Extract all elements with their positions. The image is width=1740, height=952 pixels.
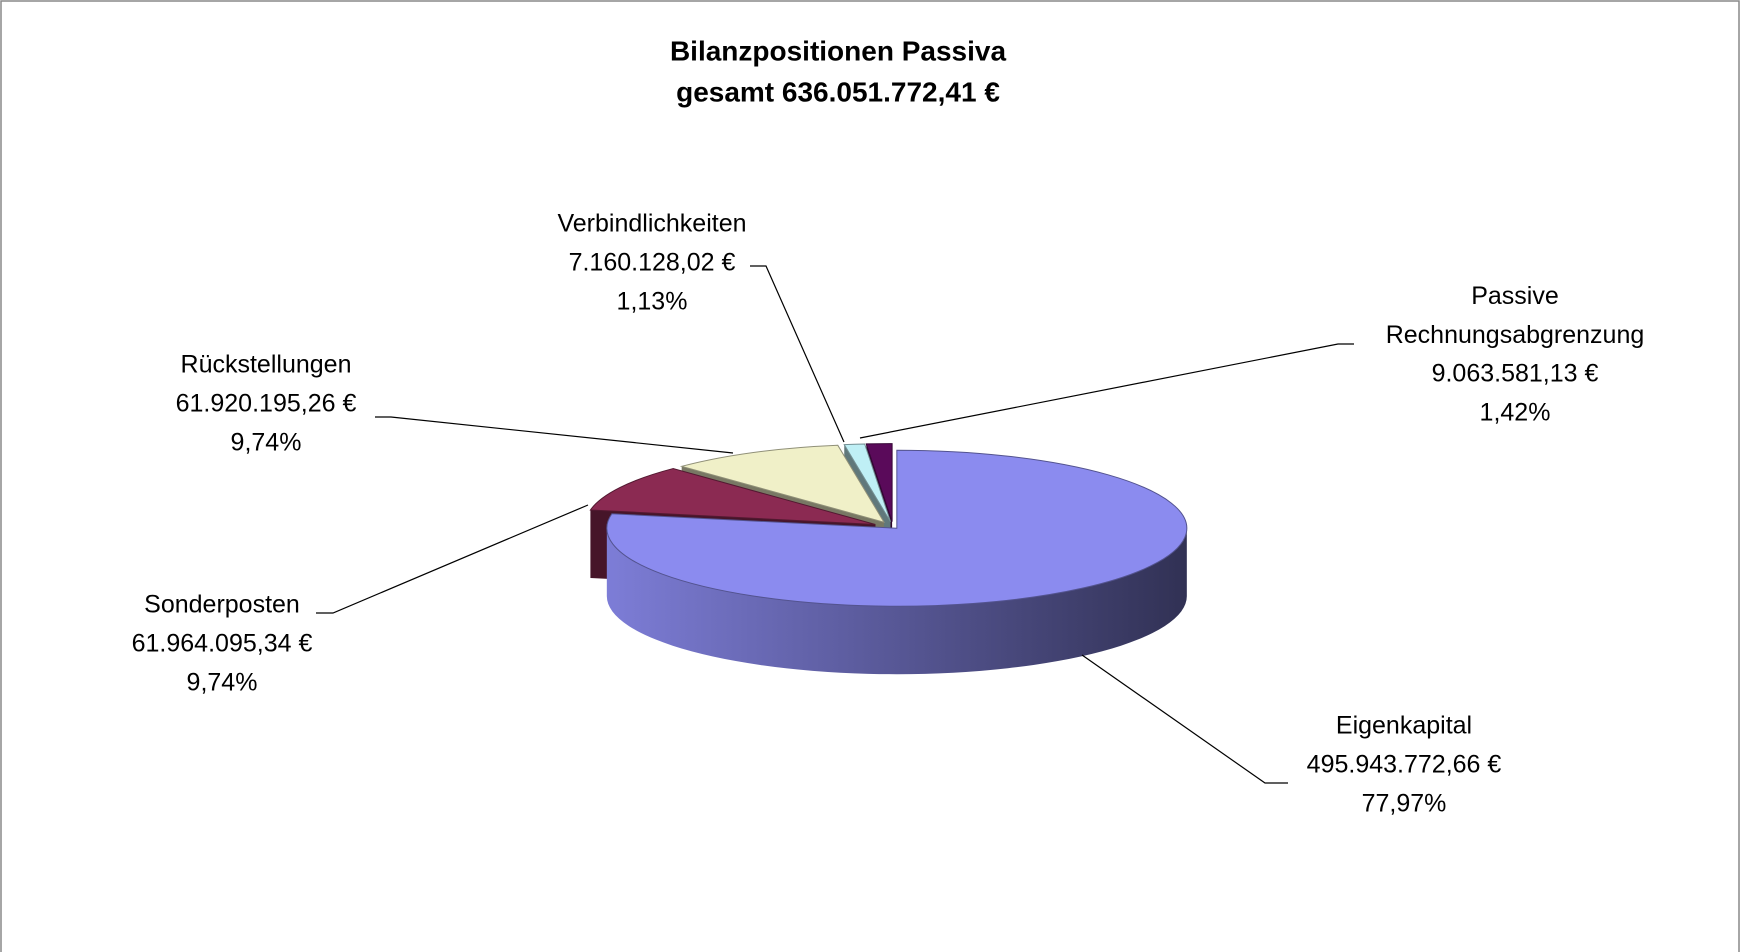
leader-line [750,265,845,443]
amount-label: 7.160.128,02 € [569,249,736,277]
value-label: 9,74% [187,669,258,697]
value-label: 77,97% [1362,790,1447,818]
chart-title: Bilanzpositionen Passiva [670,35,1007,66]
amount-label: 495.943.772,66 € [1307,751,1502,779]
category-label: Eigenkapital [1336,712,1472,740]
amount-label: 61.964.095,34 € [132,630,313,658]
value-label: 1,13% [617,288,688,316]
category-label: Verbindlichkeiten [557,210,746,238]
slice [606,449,1188,675]
amount-label: 61.920.195,26 € [176,390,357,418]
category-label: Sonderposten [144,591,300,619]
amount-label: 9.063.581,13 € [1432,360,1599,388]
value-label: 1,42% [1480,399,1551,427]
category-label: Passive Rechnungsabgrenzung [1386,282,1645,349]
category-label: Rückstellungen [181,351,352,379]
pie [589,443,1188,675]
leader-line [1081,654,1288,784]
chart-subtitle: gesamt 636.051.772,41 € [676,76,1000,107]
leader-line [859,343,1354,439]
value-label: 9,74% [231,429,302,457]
labels: Eigenkapital 495.943.772,66 € 77,97% Sonder… [132,210,1645,818]
leader-line [375,416,734,454]
leader-line [316,504,589,614]
